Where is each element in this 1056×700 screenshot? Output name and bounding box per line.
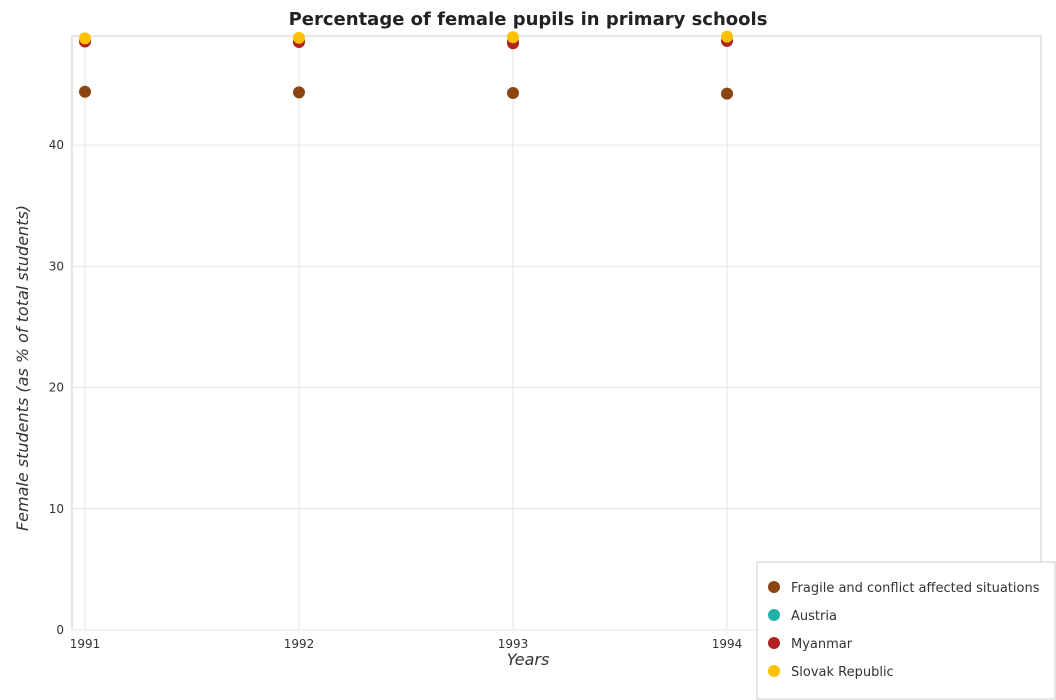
data-point: [293, 86, 305, 99]
plot-frame: [71, 35, 1042, 631]
data-point: [79, 85, 91, 98]
data-point: [721, 30, 733, 43]
x-axis-label: Years: [507, 650, 550, 669]
x-tick-label: 1994: [712, 637, 743, 651]
grid: [71, 35, 1042, 631]
legend-box: [756, 561, 1056, 700]
legend-label: Austria: [791, 609, 837, 624]
legend-label: Myanmar: [791, 637, 853, 652]
data-point: [507, 86, 519, 99]
y-axis-ticks: 0 10 20 30 40: [49, 138, 64, 637]
data-point: [293, 31, 305, 44]
legend-marker: [768, 609, 780, 621]
chart-title: Percentage of female pupils in primary s…: [289, 9, 768, 30]
legend-label: Slovak Republic: [791, 665, 894, 680]
y-tick-label: 0: [56, 623, 64, 637]
y-tick-label: 10: [49, 502, 64, 516]
x-tick-label: 1992: [284, 637, 315, 651]
legend-marker: [768, 581, 780, 593]
legend: Fragile and conflict affected situations…: [756, 561, 1056, 700]
data-point: [79, 32, 91, 45]
legend-marker: [768, 665, 780, 677]
y-tick-label: 20: [49, 381, 64, 395]
y-tick-label: 30: [49, 259, 64, 273]
data-points: [79, 30, 733, 100]
x-axis-ticks: 1991 1992 1993 1994: [70, 637, 743, 651]
data-point: [507, 31, 519, 44]
x-tick-label: 1991: [70, 637, 101, 651]
legend-marker: [768, 637, 780, 649]
x-tick-label: 1993: [498, 637, 529, 651]
data-point: [721, 87, 733, 100]
legend-label: Fragile and conflict affected situations: [791, 581, 1040, 596]
y-tick-label: 40: [49, 138, 64, 152]
y-axis-label: Female students (as % of total students): [13, 205, 32, 531]
